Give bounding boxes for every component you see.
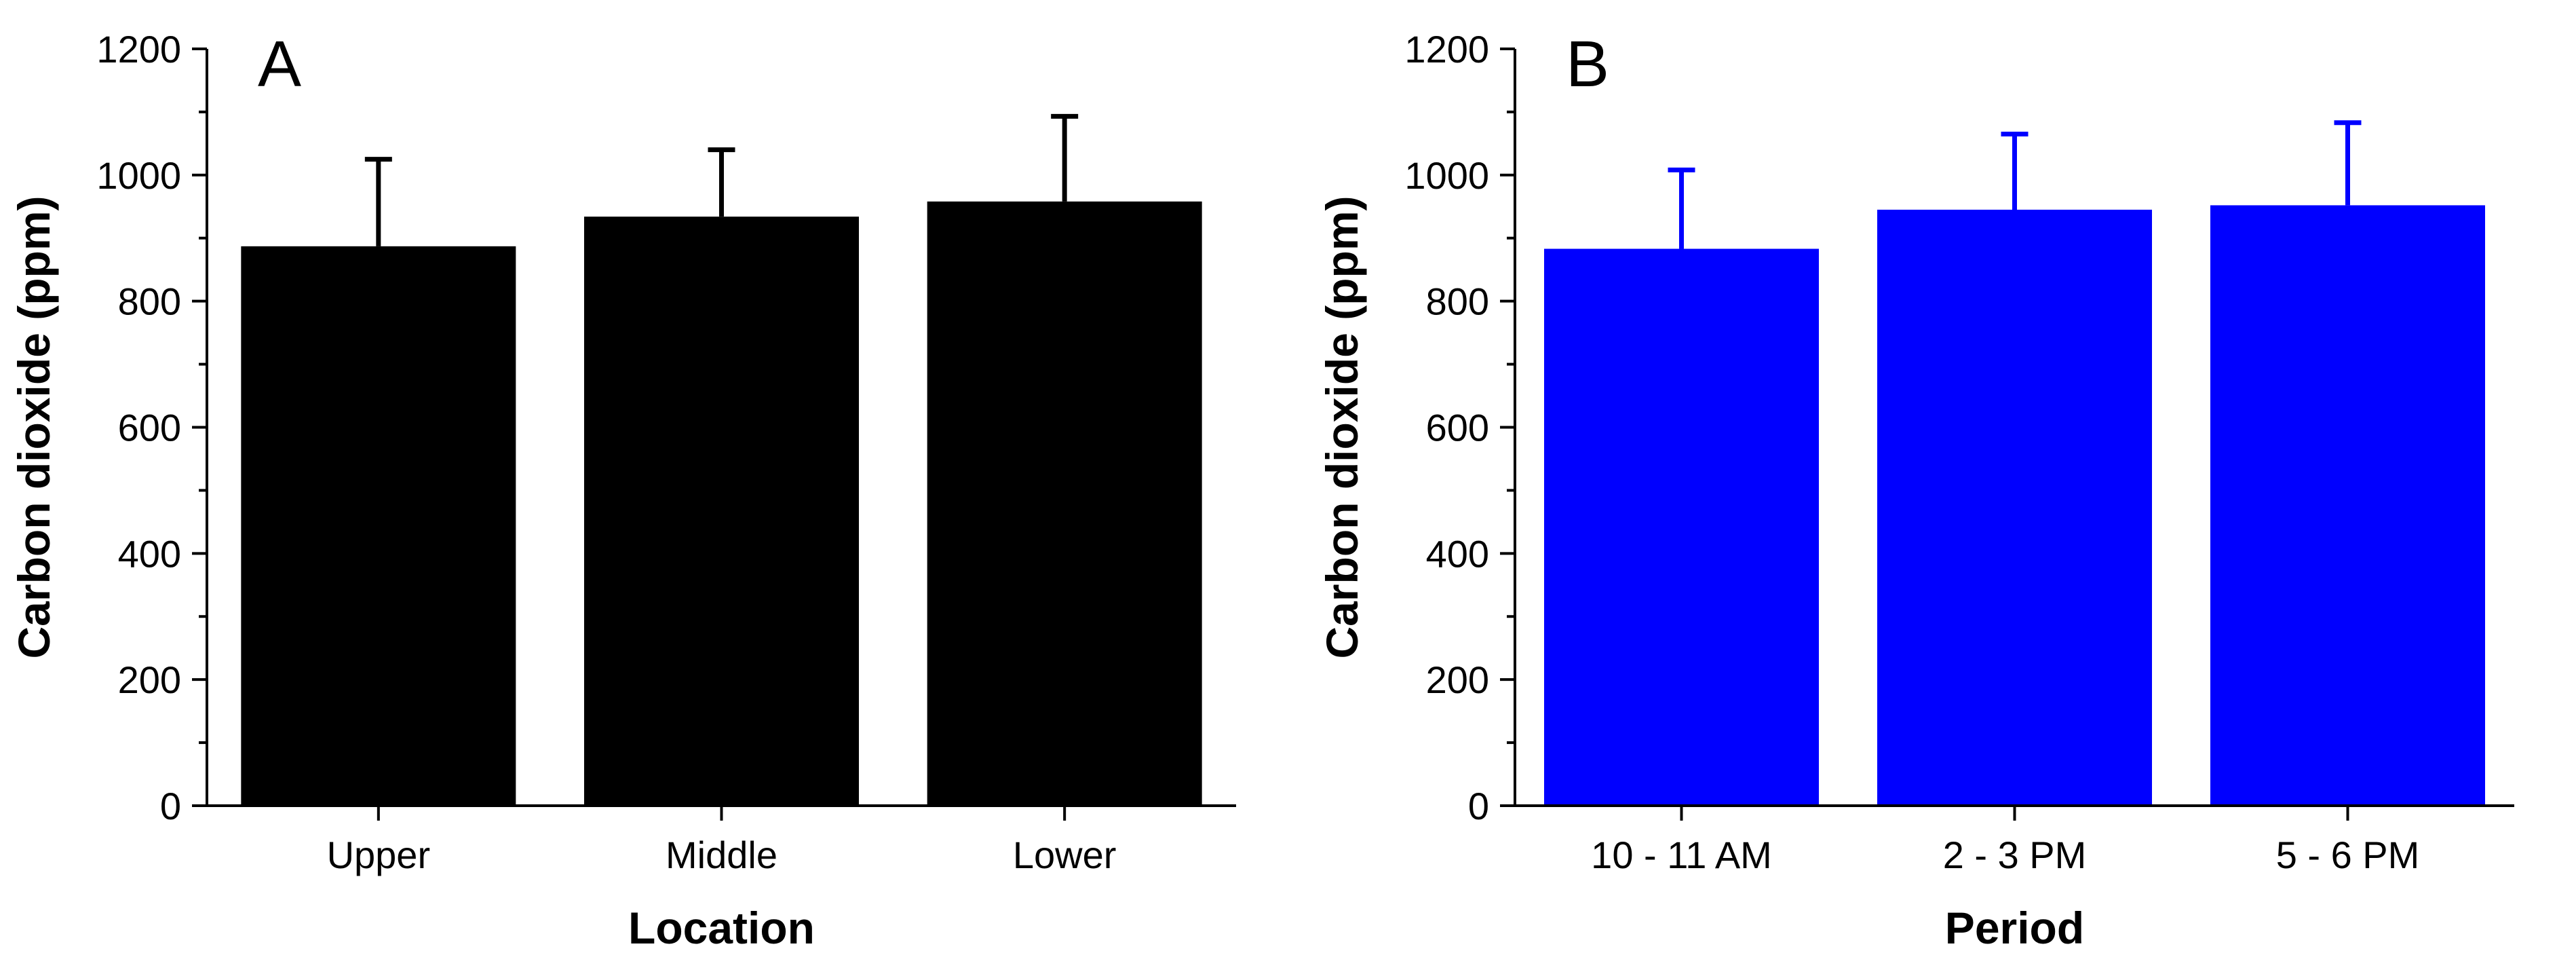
bar-0 — [241, 246, 516, 806]
bar-1 — [584, 217, 859, 806]
x-axis-title: Period — [1945, 903, 2084, 953]
panel-label: A — [258, 28, 301, 100]
x-tick-labels: Upper Middle Lower — [327, 834, 1117, 876]
y-tick-label-2: 400 — [118, 532, 181, 575]
axes — [192, 48, 1236, 821]
y-tick-label-0: 0 — [1468, 785, 1489, 827]
y-tick-label-1: 200 — [1426, 658, 1489, 701]
y-tick-label-5: 1000 — [96, 154, 181, 197]
bar-group — [1544, 205, 2485, 806]
axes — [1500, 48, 2514, 821]
error-bar-group — [364, 113, 1079, 246]
y-tick-label-4: 800 — [1426, 280, 1489, 323]
y-tick-label-6: 1200 — [1404, 28, 1489, 71]
y-tick-label-3: 600 — [1426, 407, 1489, 449]
bar-2 — [927, 201, 1202, 806]
x-axis-title: Location — [628, 903, 815, 953]
y-tick-label-6: 1200 — [96, 28, 181, 71]
y-tick-labels: 0 200 400 600 800 1000 1200 — [1404, 28, 1489, 827]
chart-panel-a: 0 200 400 600 800 1000 1200 Upper Middle Lower A… — [9, 28, 1236, 953]
bar-group — [241, 201, 1202, 806]
bar-1 — [1877, 209, 2152, 806]
y-axis-title: Carbon dioxide (ppm) — [1317, 196, 1367, 659]
chart-panel-b: 0 200 400 600 800 1000 1200 10 - 11 AM 2 - 3 PM… — [1317, 28, 2514, 953]
bar-0 — [1544, 248, 1819, 806]
x-tick-label-0: 10 - 11 AM — [1591, 834, 1772, 876]
y-tick-label-5: 1000 — [1404, 154, 1489, 197]
y-tick-label-3: 600 — [118, 407, 181, 449]
y-tick-label-0: 0 — [160, 785, 181, 827]
x-tick-labels: 10 - 11 AM 2 - 3 PM 5 - 6 PM — [1591, 834, 2419, 876]
bar-2 — [2210, 205, 2485, 806]
y-tick-label-4: 800 — [118, 280, 181, 323]
error-bar-group — [1668, 120, 2362, 249]
y-axis-title: Carbon dioxide (ppm) — [9, 196, 59, 659]
x-tick-label-2: Lower — [1013, 834, 1117, 876]
y-tick-label-1: 200 — [118, 658, 181, 701]
panel-label: B — [1566, 28, 1609, 100]
x-tick-label-0: Upper — [327, 834, 431, 876]
x-tick-label-2: 5 - 6 PM — [2276, 834, 2420, 876]
x-tick-label-1: Middle — [666, 834, 777, 876]
y-tick-label-2: 400 — [1426, 532, 1489, 575]
y-tick-labels: 0 200 400 600 800 1000 1200 — [96, 28, 181, 827]
x-tick-label-1: 2 - 3 PM — [1943, 834, 2087, 876]
